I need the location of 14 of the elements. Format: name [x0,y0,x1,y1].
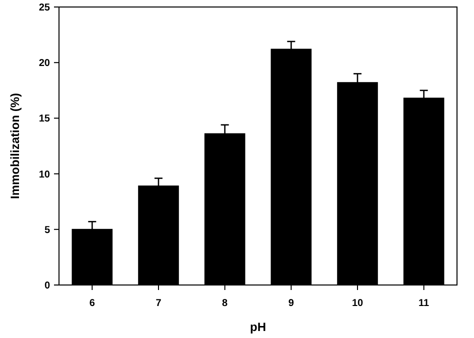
y-tick-label: 20 [38,58,50,70]
y-tick-label: 10 [38,169,50,180]
y-tick-label: 15 [38,114,50,125]
x-tick-label: 8 [222,298,228,309]
x-tick-label: 9 [288,298,294,309]
x-tick-label: 6 [89,298,96,309]
x-tick-label: 10 [352,298,364,309]
x-axis-title: pH [250,320,266,334]
y-tick-label: 0 [44,280,50,292]
y-tick-label: 25 [38,2,50,14]
x-tick-label: 7 [156,298,162,309]
y-tick-label: 5 [44,224,50,236]
y-axis-title: Immobilization (%) [8,93,22,199]
x-tick-label: 11 [418,298,430,309]
